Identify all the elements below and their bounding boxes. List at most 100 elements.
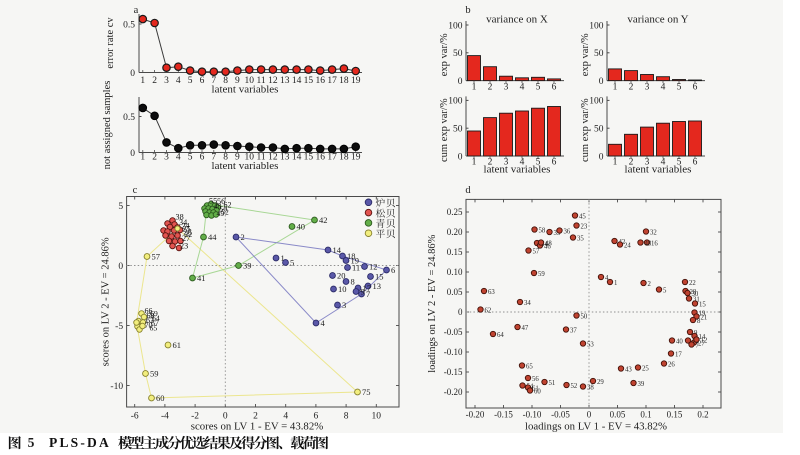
svg-text:4: 4 bbox=[176, 153, 181, 163]
svg-text:12: 12 bbox=[268, 153, 278, 163]
svg-text:6: 6 bbox=[552, 82, 557, 92]
svg-text:26: 26 bbox=[668, 361, 675, 368]
svg-text:6: 6 bbox=[314, 411, 319, 421]
svg-text:46: 46 bbox=[544, 243, 551, 250]
svg-text:3: 3 bbox=[164, 76, 169, 86]
svg-text:16: 16 bbox=[315, 76, 325, 86]
svg-text:34: 34 bbox=[524, 300, 531, 307]
svg-text:scores on LV 2 - EV = 24.86%: scores on LV 2 - EV = 24.86% bbox=[101, 237, 112, 366]
svg-text:loadings on LV 2 - EV = 24.86%: loadings on LV 2 - EV = 24.86% bbox=[427, 234, 438, 372]
svg-text:19: 19 bbox=[351, 256, 360, 266]
svg-text:4: 4 bbox=[520, 158, 525, 168]
svg-text:100: 100 bbox=[589, 21, 604, 31]
svg-text:43: 43 bbox=[625, 366, 632, 373]
svg-text:c: c bbox=[133, 185, 138, 196]
svg-text:4: 4 bbox=[520, 82, 525, 92]
svg-text:0: 0 bbox=[118, 262, 123, 272]
svg-text:13: 13 bbox=[280, 153, 290, 163]
svg-text:12: 12 bbox=[701, 337, 708, 344]
svg-text:19: 19 bbox=[699, 310, 706, 317]
svg-text:40: 40 bbox=[297, 222, 306, 232]
svg-text:variance on X: variance on X bbox=[486, 14, 548, 26]
svg-text:50: 50 bbox=[594, 49, 604, 59]
svg-text:a: a bbox=[134, 5, 139, 16]
svg-text:0.05: 0.05 bbox=[447, 287, 463, 297]
svg-text:1: 1 bbox=[140, 76, 145, 86]
svg-text:0.15: 0.15 bbox=[667, 410, 683, 420]
svg-text:17: 17 bbox=[327, 153, 337, 163]
svg-text:63: 63 bbox=[146, 316, 154, 325]
svg-text:10: 10 bbox=[245, 153, 255, 163]
svg-text:-0.10: -0.10 bbox=[523, 410, 542, 420]
svg-text:0.15: 0.15 bbox=[447, 247, 463, 257]
svg-text:0.25: 0.25 bbox=[447, 207, 463, 217]
svg-text:cum exp var/%: cum exp var/% bbox=[580, 98, 591, 162]
svg-text:53: 53 bbox=[587, 341, 594, 348]
svg-text:27: 27 bbox=[182, 234, 190, 243]
svg-text:2: 2 bbox=[648, 281, 652, 288]
svg-text:38: 38 bbox=[176, 213, 184, 222]
svg-text:64: 64 bbox=[152, 314, 160, 323]
svg-text:16: 16 bbox=[315, 153, 325, 163]
svg-text:0.5: 0.5 bbox=[123, 113, 135, 123]
svg-text:7: 7 bbox=[366, 289, 370, 299]
svg-text:15: 15 bbox=[304, 76, 314, 86]
svg-text:8: 8 bbox=[223, 76, 228, 86]
svg-text:27: 27 bbox=[698, 340, 705, 347]
svg-text:75: 75 bbox=[362, 387, 371, 397]
svg-text:4: 4 bbox=[661, 82, 666, 92]
svg-text:17: 17 bbox=[327, 76, 337, 86]
svg-text:67: 67 bbox=[151, 319, 159, 328]
svg-text:6: 6 bbox=[693, 158, 698, 168]
svg-text:9: 9 bbox=[235, 153, 240, 163]
svg-text:4: 4 bbox=[176, 76, 181, 86]
svg-text:5: 5 bbox=[28, 435, 35, 450]
svg-text:d: d bbox=[465, 185, 471, 196]
svg-text:variance on Y: variance on Y bbox=[627, 14, 688, 26]
svg-text:0: 0 bbox=[223, 411, 228, 421]
svg-text:exp var/%: exp var/% bbox=[439, 33, 450, 76]
svg-text:50: 50 bbox=[594, 125, 604, 135]
svg-text:56: 56 bbox=[532, 376, 539, 383]
svg-text:69: 69 bbox=[150, 309, 158, 318]
svg-text:latent variables: latent variables bbox=[625, 164, 692, 176]
svg-text:15: 15 bbox=[304, 153, 314, 163]
svg-text:49: 49 bbox=[217, 209, 225, 218]
svg-text:10: 10 bbox=[372, 411, 382, 421]
svg-text:16: 16 bbox=[651, 240, 658, 247]
svg-text:2: 2 bbox=[629, 82, 634, 92]
svg-text:42: 42 bbox=[319, 215, 328, 225]
svg-text:32: 32 bbox=[650, 229, 657, 236]
svg-text:25: 25 bbox=[642, 365, 649, 372]
svg-text:0: 0 bbox=[599, 77, 604, 87]
svg-text:0.2: 0.2 bbox=[697, 410, 708, 420]
svg-text:13: 13 bbox=[280, 76, 290, 86]
svg-text:1: 1 bbox=[140, 153, 145, 163]
svg-text:10: 10 bbox=[245, 76, 255, 86]
svg-text:18: 18 bbox=[339, 153, 349, 163]
svg-text:4: 4 bbox=[321, 318, 326, 328]
svg-text:0: 0 bbox=[130, 69, 135, 79]
svg-text:64: 64 bbox=[497, 332, 504, 339]
svg-text:7: 7 bbox=[211, 153, 216, 163]
svg-text:exp var/%: exp var/% bbox=[580, 33, 591, 76]
svg-text:100: 100 bbox=[448, 97, 463, 107]
svg-text:61: 61 bbox=[173, 340, 182, 350]
svg-text:41: 41 bbox=[197, 273, 206, 283]
svg-text:18: 18 bbox=[339, 76, 349, 86]
svg-text:7: 7 bbox=[696, 342, 700, 349]
svg-text:10: 10 bbox=[338, 284, 347, 294]
svg-text:14: 14 bbox=[333, 245, 342, 255]
svg-text:48: 48 bbox=[214, 202, 222, 211]
svg-text:61: 61 bbox=[532, 385, 539, 392]
svg-text:5: 5 bbox=[118, 202, 123, 212]
svg-text:66: 66 bbox=[145, 307, 153, 316]
svg-text:63: 63 bbox=[488, 289, 495, 296]
svg-text:65: 65 bbox=[526, 363, 533, 370]
svg-text:-0.05: -0.05 bbox=[444, 327, 463, 337]
svg-text:6: 6 bbox=[391, 265, 395, 275]
svg-text:21: 21 bbox=[701, 314, 708, 321]
svg-text:3: 3 bbox=[645, 82, 650, 92]
svg-text:0: 0 bbox=[458, 307, 463, 317]
svg-text:33: 33 bbox=[554, 230, 561, 237]
